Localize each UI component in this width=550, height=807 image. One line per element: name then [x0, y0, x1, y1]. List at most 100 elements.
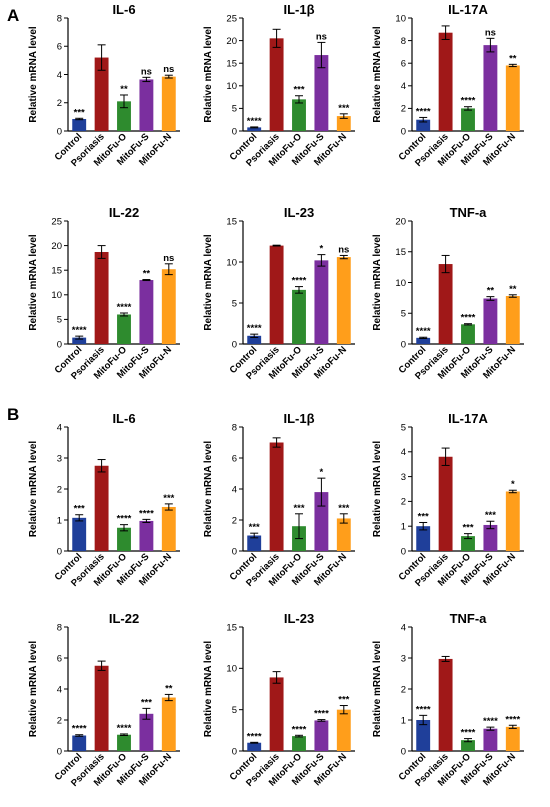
- y-tick-label: 2: [57, 715, 62, 726]
- bar-mitofu-s: [139, 280, 154, 344]
- y-tick-label: 0: [57, 746, 62, 757]
- significance-label: ****: [117, 723, 132, 734]
- panel-label-b: B: [7, 405, 20, 424]
- y-tick-label: 0: [57, 126, 62, 137]
- y-axis-label: Relative mRNA level: [372, 441, 383, 538]
- bar-mitofu-n: [161, 269, 176, 344]
- y-tick-label: 0: [57, 339, 62, 350]
- y-tick-label: 1: [401, 715, 406, 726]
- y-axis-label: Relative mRNA level: [372, 26, 383, 123]
- y-tick-label: 0: [401, 746, 406, 757]
- bar-mitofu-s: [483, 728, 498, 751]
- y-tick-label: 4: [57, 684, 62, 695]
- bar-control: [416, 337, 431, 344]
- bar-psoriasis: [269, 442, 284, 551]
- bar-control: [72, 337, 87, 344]
- bar-mitofu-n: [161, 76, 176, 131]
- y-tick-label: 1: [57, 515, 62, 526]
- significance-label: *: [320, 244, 324, 255]
- bar-mitofu-o: [292, 289, 306, 344]
- bar-mitofu-s: [483, 524, 498, 551]
- y-tick-label: 3: [401, 653, 406, 664]
- bar-mitofu-n: [161, 506, 176, 551]
- bar-mitofu-n: [505, 65, 520, 131]
- y-tick-label: 2: [401, 497, 406, 508]
- significance-label: ***: [249, 522, 260, 533]
- bar-control: [416, 720, 431, 751]
- bar-mitofu-s: [139, 520, 154, 551]
- y-axis-label: Relative mRNA level: [203, 641, 214, 738]
- y-axis-label: Relative mRNA level: [203, 441, 214, 538]
- y-tick-label: 5: [57, 315, 62, 326]
- y-tick-label: 10: [226, 257, 237, 268]
- significance-label: **: [509, 284, 517, 295]
- y-tick-label: 0: [232, 126, 237, 137]
- y-tick-label: 25: [51, 216, 62, 227]
- y-tick-label: 6: [401, 59, 406, 70]
- y-tick-label: 5: [401, 309, 406, 320]
- y-tick-label: 0: [232, 339, 237, 350]
- bar-mitofu-o: [461, 324, 475, 344]
- significance-label: ***: [141, 697, 152, 708]
- bar-psoriasis: [269, 677, 284, 751]
- bar-control: [416, 119, 431, 131]
- y-tick-label: 8: [57, 13, 62, 24]
- y-tick-label: 15: [226, 59, 237, 70]
- significance-label: ****: [247, 731, 262, 742]
- significance-label: **: [509, 53, 517, 64]
- significance-label: ***: [74, 107, 85, 118]
- significance-label: ***: [418, 511, 429, 522]
- y-tick-label: 5: [401, 422, 406, 433]
- significance-label: **: [143, 269, 151, 280]
- bar-psoriasis: [438, 658, 453, 751]
- bar-psoriasis: [269, 38, 284, 132]
- chart-title: IL-1β: [283, 411, 314, 426]
- y-axis-label: Relative mRNA level: [28, 234, 39, 331]
- y-tick-label: 2: [57, 98, 62, 109]
- significance-label: ns: [141, 66, 152, 77]
- bar-mitofu-s: [314, 260, 329, 344]
- bar-psoriasis: [94, 465, 109, 551]
- bar-mitofu-s: [314, 492, 329, 551]
- significance-label: ****: [117, 514, 132, 525]
- significance-label: ****: [314, 709, 329, 720]
- bar-control: [416, 526, 431, 551]
- bar-mitofu-o: [461, 740, 475, 751]
- y-tick-label: 15: [226, 622, 237, 633]
- y-tick-label: 0: [401, 126, 406, 137]
- y-tick-label: 2: [401, 104, 406, 115]
- significance-label: ***: [338, 503, 349, 514]
- y-tick-label: 0: [57, 546, 62, 557]
- significance-label: *: [511, 479, 515, 490]
- chart-title: IL-17A: [448, 411, 488, 426]
- y-tick-label: 25: [226, 13, 237, 24]
- y-tick-label: 6: [232, 453, 237, 464]
- y-axis-label: Relative mRNA level: [372, 234, 383, 331]
- significance-label: ***: [74, 504, 85, 515]
- y-tick-label: 4: [57, 422, 62, 433]
- bar-mitofu-n: [161, 697, 176, 751]
- significance-label: ****: [247, 116, 262, 127]
- significance-label: ns: [338, 244, 349, 255]
- significance-label: ***: [462, 523, 473, 534]
- significance-label: ****: [461, 728, 476, 739]
- chart-title: IL-17A: [448, 2, 488, 17]
- significance-label: ****: [416, 326, 431, 337]
- y-tick-label: 3: [401, 472, 406, 483]
- chart-title: IL-6: [112, 2, 135, 17]
- y-tick-label: 6: [57, 653, 62, 664]
- y-tick-label: 2: [232, 515, 237, 526]
- y-tick-label: 15: [395, 247, 406, 258]
- chart-title: TNF-a: [450, 205, 488, 220]
- significance-label: ****: [117, 302, 132, 313]
- significance-label: ****: [461, 313, 476, 324]
- y-tick-label: 4: [401, 81, 406, 92]
- y-axis-label: Relative mRNA level: [28, 26, 39, 123]
- y-tick-label: 0: [232, 746, 237, 757]
